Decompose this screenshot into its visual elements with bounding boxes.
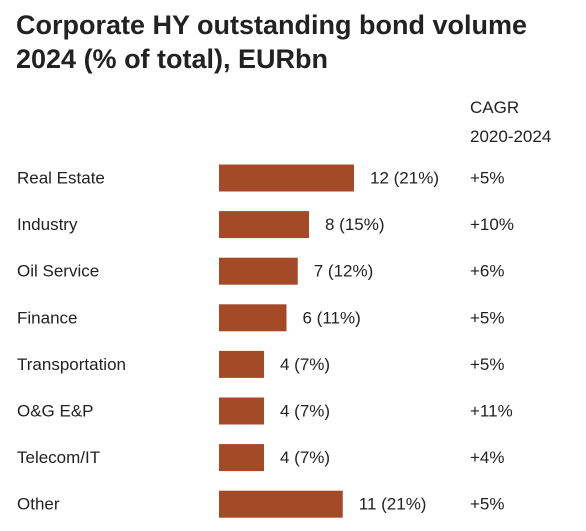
bar	[219, 490, 343, 518]
category-label: O&G E&P	[17, 402, 94, 421]
cagr-value: +5%	[470, 495, 505, 514]
cagr-value: +11%	[470, 402, 513, 421]
cagr-column-header: CAGR 2020-2024	[470, 93, 551, 151]
cagr-value: +6%	[470, 262, 505, 281]
bar	[219, 444, 264, 472]
data-label: 12 (21%)	[370, 169, 439, 188]
cagr-value: +5%	[470, 355, 505, 374]
category-label: Real Estate	[17, 169, 105, 188]
category-label: Transportation	[17, 355, 126, 374]
bar	[219, 397, 264, 425]
bar	[219, 350, 264, 378]
cagr-value: +5%	[470, 308, 505, 327]
cagr-value: +5%	[470, 169, 505, 188]
chart-title-line1: Corporate HY outstanding bond volume	[16, 10, 528, 40]
cagr-value: +4%	[470, 448, 505, 467]
data-label: 4 (7%)	[280, 355, 330, 374]
data-label: 6 (11%)	[303, 308, 361, 327]
bar	[219, 257, 298, 285]
cagr-header-line2: 2020-2024	[470, 127, 552, 146]
chart-title-line2: 2024 (% of total), EURbn	[16, 44, 329, 74]
bar	[219, 211, 309, 239]
cagr-header-line1: CAGR	[470, 98, 520, 117]
category-label: Other	[17, 495, 60, 514]
bar	[219, 304, 287, 332]
category-label: Telecom/IT	[17, 448, 100, 467]
data-label: 11 (21%)	[359, 495, 427, 514]
data-label: 7 (12%)	[314, 262, 374, 281]
category-label: Finance	[17, 308, 77, 327]
chart-title: Corporate HY outstanding bond volume 202…	[16, 8, 576, 76]
bar	[219, 164, 354, 192]
data-label: 8 (15%)	[325, 215, 385, 234]
cagr-value: +10%	[470, 215, 514, 234]
category-label: Oil Service	[17, 262, 99, 281]
data-label: 4 (7%)	[280, 448, 330, 467]
data-label: 4 (7%)	[280, 402, 330, 421]
category-label: Industry	[17, 215, 78, 234]
